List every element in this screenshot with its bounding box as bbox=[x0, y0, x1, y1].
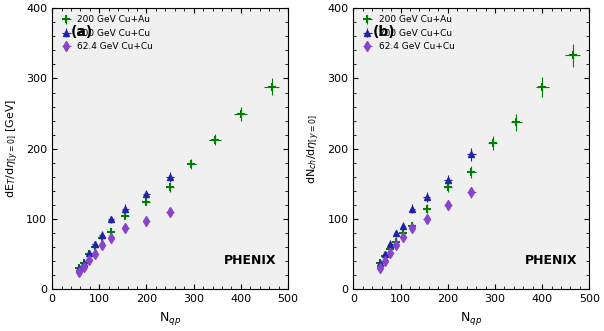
Y-axis label: dE$_{T}$/d$\eta$$_{[y=0]}$ [GeV]: dE$_{T}$/d$\eta$$_{[y=0]}$ [GeV] bbox=[4, 99, 21, 198]
X-axis label: N$_{qp}$: N$_{qp}$ bbox=[159, 310, 181, 327]
Text: PHENIX: PHENIX bbox=[223, 254, 276, 267]
Legend: 200 GeV Cu+Au, 200 GeV Cu+Cu, 62.4 GeV Cu+Cu: 200 GeV Cu+Au, 200 GeV Cu+Cu, 62.4 GeV C… bbox=[57, 13, 156, 54]
Y-axis label: dN$_{ch}$/d$\eta$$_{[y=0]}$: dN$_{ch}$/d$\eta$$_{[y=0]}$ bbox=[306, 114, 322, 183]
Text: (a): (a) bbox=[71, 25, 93, 39]
Legend: 200 GeV Cu+Au, 200 GeV Cu+Cu, 62.4 GeV Cu+Cu: 200 GeV Cu+Au, 200 GeV Cu+Cu, 62.4 GeV C… bbox=[358, 13, 457, 54]
Text: PHENIX: PHENIX bbox=[525, 254, 577, 267]
X-axis label: N$_{qp}$: N$_{qp}$ bbox=[460, 310, 483, 327]
Text: (b): (b) bbox=[372, 25, 395, 39]
